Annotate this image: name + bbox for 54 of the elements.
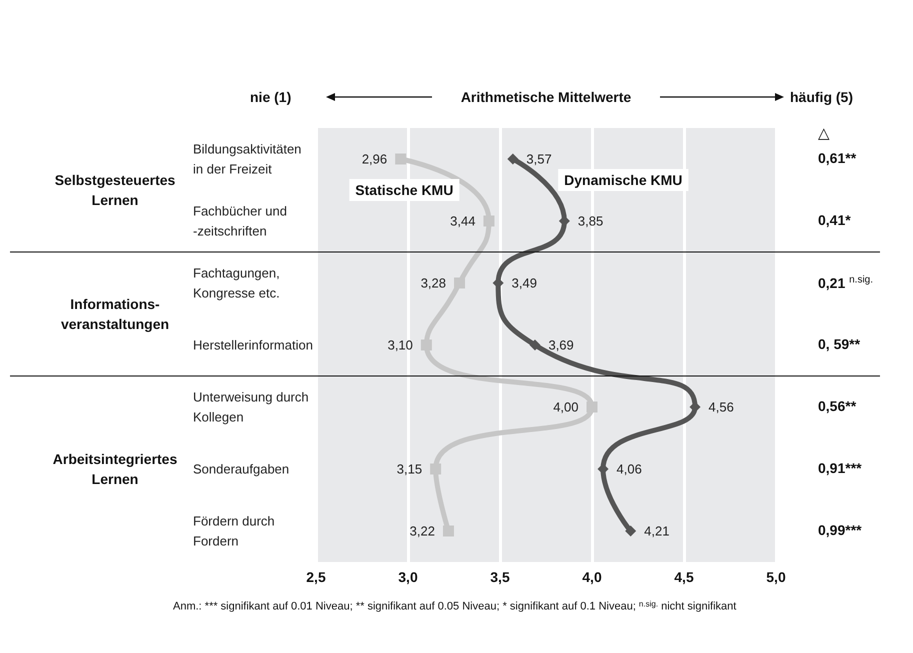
- data-label: 4,06: [616, 462, 642, 476]
- data-label: 3,28: [420, 276, 446, 290]
- data-label: 3,10: [388, 338, 413, 352]
- data-label: 4,56: [708, 400, 734, 414]
- text: 0,99***: [818, 522, 862, 538]
- point: [483, 216, 494, 226]
- x-tick-label: 3,5: [490, 569, 510, 585]
- text: 0,91***: [818, 460, 862, 476]
- data-label: 4,00: [553, 400, 578, 414]
- text: 0,61**: [818, 150, 857, 166]
- series-label: Statische KMU: [355, 182, 454, 198]
- text: Anm.: *** signifikant auf 0.01 Niveau; ** signifikant auf 0.05 Niveau; * signifikant auf 0.1 Niveau; n.sig. nicht signifikant: [173, 600, 736, 612]
- y-tick-label: Fachtagungen, Kongresse etc.: [193, 266, 280, 300]
- text: Selbstgesteuertes Lernen: [54, 172, 176, 208]
- data-label: 4,21: [644, 524, 670, 538]
- point: [507, 154, 518, 164]
- y-tick-label: Sonderaufgaben: [193, 462, 290, 476]
- y-tick-label: Unterweisung durch Kollegen: [193, 390, 309, 424]
- y-tick-label: Fachbücher und -zeitschriften: [193, 204, 287, 238]
- point: [454, 278, 466, 288]
- text: 0,21 n.sig.: [818, 274, 874, 292]
- text: 0, 59**: [818, 336, 861, 352]
- data-label: 3,22: [410, 524, 435, 538]
- point: [529, 340, 540, 350]
- x-tick-label: 2,5: [306, 569, 326, 585]
- y-tick-label: Bildungsaktivitäten in der Freizeit: [193, 142, 302, 176]
- point: [395, 154, 406, 164]
- data-label: 2,96: [362, 152, 388, 166]
- text: nie (1): [250, 89, 292, 105]
- data-label: 3,49: [512, 276, 537, 290]
- y-tick-label: Fördern durch Fordern: [193, 514, 275, 548]
- x-tick-label: 3,0: [398, 569, 418, 585]
- x-axis-title: Arithmetische Mittelwerte: [460, 89, 632, 105]
- x-tick-label: 5,0: [766, 569, 786, 585]
- data-label: 3,15: [396, 462, 422, 476]
- text: 0,56**: [818, 398, 857, 414]
- data-label: 3,69: [548, 338, 574, 352]
- series-label: Dynamische KMU: [564, 172, 682, 188]
- x-tick-label: 4,0: [582, 569, 602, 585]
- text: Informations- veranstaltungen: [60, 296, 170, 332]
- text: Arbeitsintegriertes Lernen: [52, 451, 178, 487]
- point: [442, 526, 454, 536]
- data-label: 3,85: [578, 214, 604, 228]
- data-label: 3,57: [526, 152, 552, 166]
- text: 0,41*: [818, 212, 852, 228]
- point: [420, 340, 432, 350]
- y-tick-label: Herstellerinformation: [193, 338, 313, 352]
- x-tick-label: 4,5: [674, 569, 694, 585]
- text: häufig (5): [790, 89, 853, 105]
- data-label: 3,44: [450, 214, 476, 228]
- point: [625, 526, 636, 536]
- text: △: [818, 124, 830, 142]
- point: [586, 402, 598, 412]
- point: [430, 464, 442, 474]
